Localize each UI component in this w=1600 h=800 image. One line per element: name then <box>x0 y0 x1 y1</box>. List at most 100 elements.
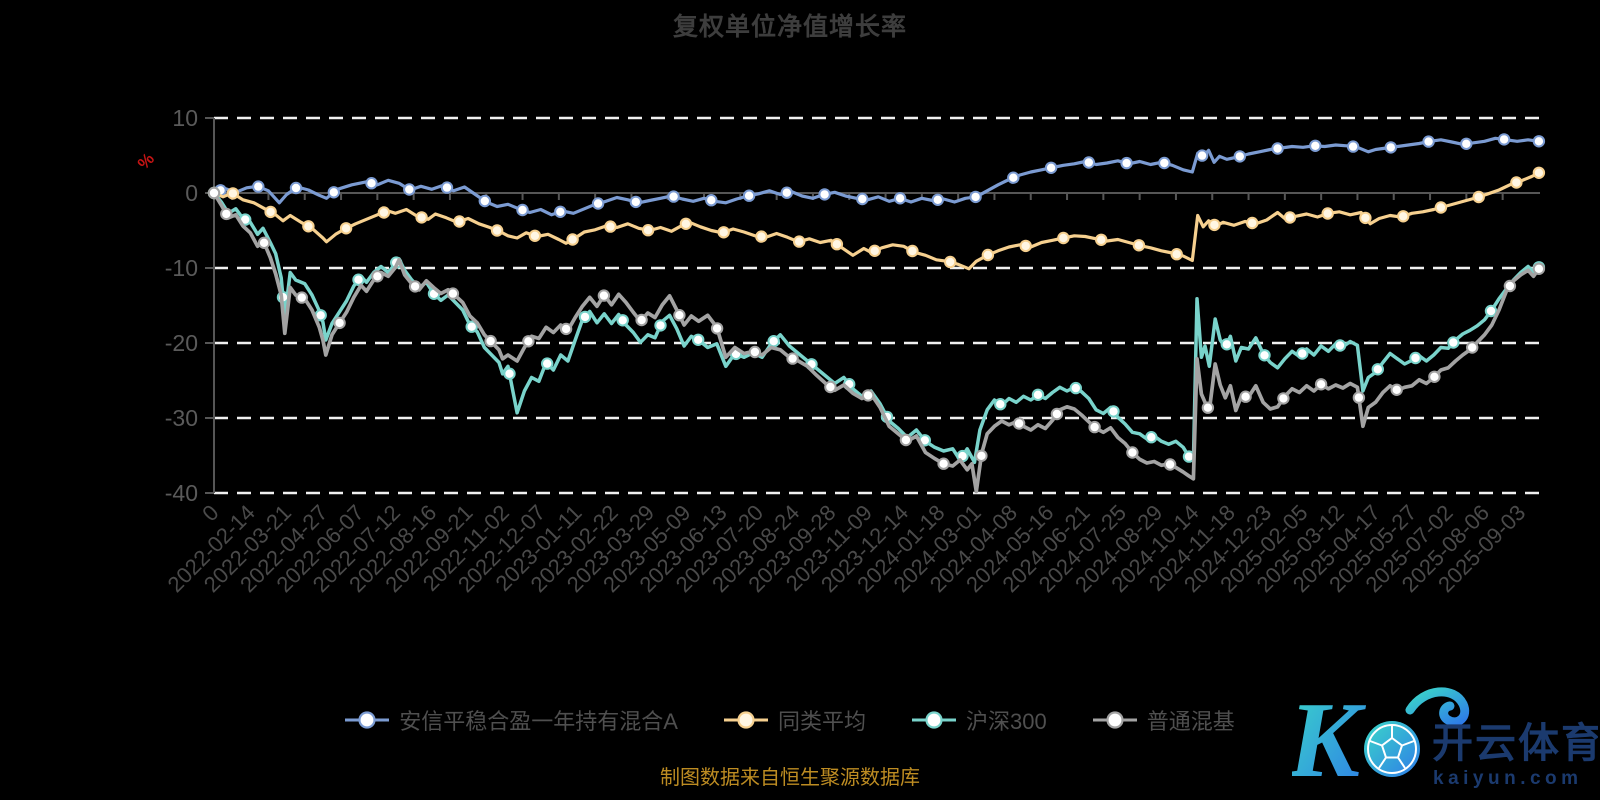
series-marker-普通混基 <box>1428 370 1441 383</box>
series-line-安信平稳合盈一年持有混合A <box>212 136 1541 217</box>
series-marker-普通混基 <box>1088 420 1101 434</box>
series-marker-普通混基 <box>635 313 648 327</box>
series-marker-安信平稳合盈一年持有混合A <box>403 183 416 196</box>
series-marker-安信平稳合盈一年持有混合A <box>1195 149 1209 162</box>
series-marker-同类平均 <box>490 224 504 237</box>
series-marker-普通混基 <box>1352 391 1366 404</box>
series-marker-普通混基 <box>446 287 460 300</box>
series-marker-普通混基 <box>1201 401 1215 414</box>
series-marker-安信平稳合盈一年持有混合A <box>440 181 454 194</box>
series-marker-安信平稳合盈一年持有混合A <box>1384 141 1398 154</box>
legend-item-3[interactable]: 普通混基 <box>1092 704 1235 736</box>
legend-label: 沪深300 <box>965 709 1047 734</box>
y-axis-unit-label: % <box>134 149 158 173</box>
series-marker-普通混基 <box>1163 458 1177 471</box>
series-marker-安信平稳合盈一年持有混合A <box>818 188 831 201</box>
series-marker-沪深300 <box>1031 388 1045 401</box>
series-marker-同类平均 <box>906 244 919 258</box>
series-marker-普通混基 <box>861 389 875 402</box>
legend-marker-icon <box>345 711 390 729</box>
y-tick-label: -10 <box>165 255 198 281</box>
series-marker-安信平稳合盈一年持有混合A <box>1044 161 1058 175</box>
series-marker-同类平均 <box>1359 211 1372 225</box>
series-marker-普通混基 <box>220 207 233 221</box>
series-marker-安信平稳合盈一年持有混合A <box>252 180 265 193</box>
y-tick-label: -20 <box>165 330 198 356</box>
series-marker-同类平均 <box>1283 211 1297 224</box>
series-marker-同类平均 <box>793 235 806 248</box>
legend-item-0[interactable]: 安信平稳合盈一年持有混合A <box>345 704 678 736</box>
series-marker-沪深300 <box>541 357 554 370</box>
series-marker-普通混基 <box>295 291 308 304</box>
series-marker-普通混基 <box>1314 378 1328 391</box>
series-marker-沪深300 <box>1296 347 1309 360</box>
series-marker-同类平均 <box>415 211 428 224</box>
legend: 安信平稳合盈一年持有混合A 同类平均 沪深300 普通混基 <box>0 704 1580 736</box>
series-marker-普通混基 <box>748 345 762 359</box>
series-marker-沪深300 <box>1145 431 1158 444</box>
legend-item-2[interactable]: 沪深300 <box>911 704 1047 736</box>
series-marker-沪深300 <box>503 367 516 380</box>
series-marker-同类平均 <box>528 229 542 243</box>
series-marker-同类平均 <box>339 222 353 235</box>
series-marker-沪深300 <box>994 398 1007 411</box>
legend-marker-icon <box>723 711 768 729</box>
series-marker-安信平稳合盈一年持有混合A <box>591 197 605 210</box>
series-marker-安信平稳合盈一年持有混合A <box>554 205 567 219</box>
series-marker-同类平均 <box>755 230 768 243</box>
series-marker-安信平稳合盈一年持有混合A <box>1233 150 1247 163</box>
series-marker-普通混基 <box>1050 407 1064 421</box>
series-marker-普通混基 <box>522 335 535 348</box>
series-line-沪深300 <box>212 191 1541 465</box>
series-marker-安信平稳合盈一年持有混合A <box>742 189 756 202</box>
series-marker-安信平稳合盈一年持有混合A <box>516 203 529 217</box>
series-marker-安信平稳合盈一年持有混合A <box>667 190 680 203</box>
series-marker-安信平稳合盈一年持有混合A <box>1082 156 1096 169</box>
series-marker-同类平均 <box>1246 216 1259 230</box>
series-marker-普通混基 <box>333 316 346 330</box>
series-marker-同类平均 <box>604 220 617 233</box>
legend-label: 普通混基 <box>1146 709 1235 734</box>
series-marker-安信平稳合盈一年持有混合A <box>289 181 303 195</box>
series-marker-沪深300 <box>1107 405 1120 418</box>
soccer-ball-icon <box>1364 721 1420 777</box>
series-marker-安信平稳合盈一年持有混合A <box>1497 133 1511 146</box>
series-marker-沪深300 <box>1484 304 1498 318</box>
series-marker-普通混基 <box>937 457 950 470</box>
chart-title: 复权单位净值增长率 <box>672 13 907 41</box>
series-marker-普通混基 <box>1239 390 1252 403</box>
series-marker-安信平稳合盈一年持有混合A <box>327 186 340 199</box>
kaiyun-logo[interactable]: K 开云体育 kaiyun.com <box>1292 676 1598 794</box>
series-marker-沪深300 <box>1333 339 1347 352</box>
series-marker-沪深300 <box>616 314 629 327</box>
series-marker-安信平稳合盈一年持有混合A <box>1460 137 1473 151</box>
series-marker-普通混基 <box>257 236 271 250</box>
series-marker-普通混基 <box>1503 279 1517 293</box>
series-marker-安信平稳合盈一年持有混合A <box>1120 156 1133 170</box>
data-source-note: 制图数据来自恒生聚源数据库 <box>660 767 920 789</box>
logo-text-cn: 开云体育 <box>1432 720 1598 766</box>
series-marker-同类平均 <box>226 187 240 200</box>
series-marker-安信平稳合盈一年持有混合A <box>1346 140 1360 153</box>
y-tick-label: 10 <box>172 105 198 131</box>
series-marker-同类平均 <box>1532 166 1546 180</box>
series-marker-普通混基 <box>1277 392 1290 405</box>
series-marker-同类平均 <box>453 215 466 228</box>
series-marker-沪深300 <box>692 333 705 346</box>
series-marker-沪深300 <box>578 310 592 324</box>
series-marker-同类平均 <box>1397 210 1410 223</box>
legend-item-1[interactable]: 同类平均 <box>723 704 866 736</box>
y-tick-label: -30 <box>165 405 198 431</box>
series-marker-安信平稳合盈一年持有混合A <box>856 192 869 206</box>
series-marker-沪深300 <box>654 319 667 332</box>
y-tick-label: -40 <box>165 480 198 506</box>
series-marker-安信平稳合盈一年持有混合A <box>365 177 378 190</box>
series-marker-同类平均 <box>1321 207 1334 220</box>
series-marker-同类平均 <box>264 205 277 219</box>
logo-k-glyph: K <box>1292 681 1367 794</box>
series-marker-沪深300 <box>1447 336 1460 349</box>
series-marker-安信平稳合盈一年持有混合A <box>1007 171 1020 184</box>
series-marker-沪深300 <box>352 273 365 286</box>
